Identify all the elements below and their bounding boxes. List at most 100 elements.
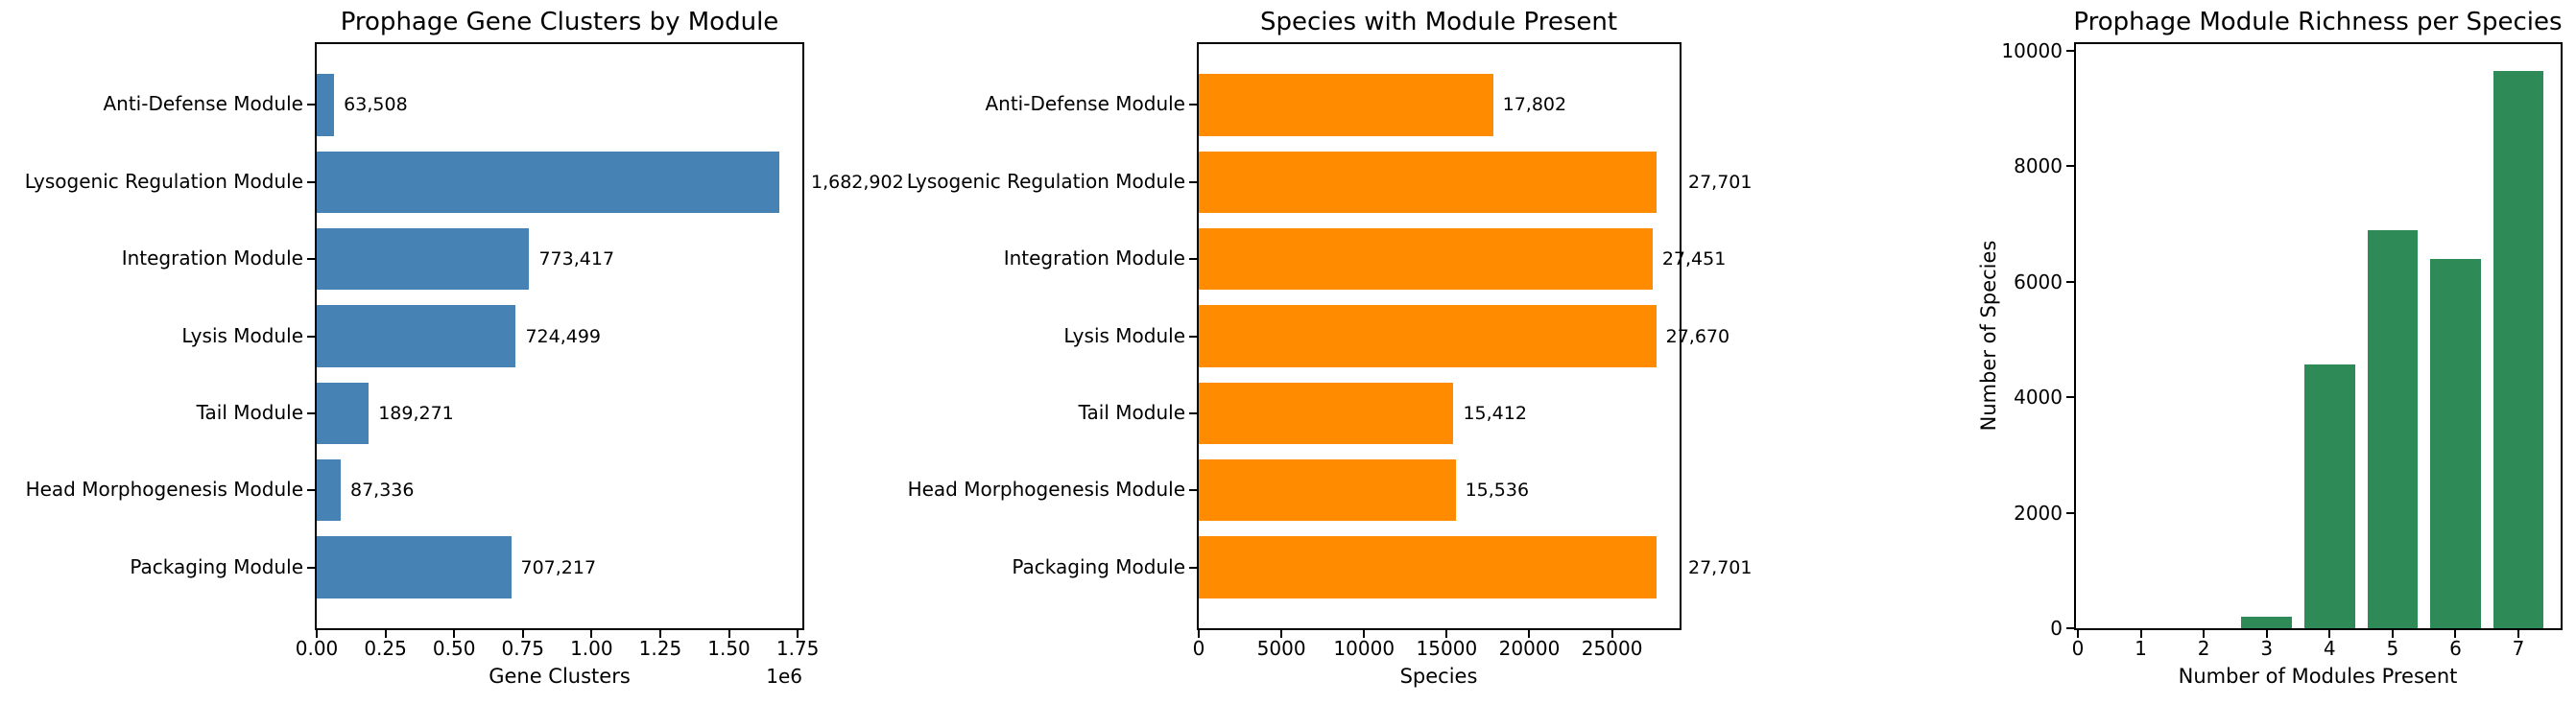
category-label: Lysogenic Regulation Module xyxy=(906,169,1185,193)
x-tick-mark xyxy=(658,630,661,638)
x-tick-mark xyxy=(1610,630,1613,638)
bar-value-label: 63,508 xyxy=(344,94,408,116)
bar-value-label: 27,451 xyxy=(1661,248,1727,270)
x-tick-label: 0 xyxy=(2071,637,2085,660)
bar-value-label: 707,217 xyxy=(520,556,597,578)
category-label: Lysogenic Regulation Module xyxy=(24,169,303,193)
category-label: Head Morphogenesis Module xyxy=(907,478,1185,502)
bar xyxy=(317,151,779,213)
x-tick-label: 1.00 xyxy=(570,637,613,660)
x-tick-label: 0.75 xyxy=(501,637,545,660)
bar xyxy=(2304,364,2355,628)
x-tick-mark xyxy=(521,630,524,638)
x-tick-mark xyxy=(2454,630,2457,638)
x-tick-label: 1.25 xyxy=(638,637,682,660)
bar-value-label: 15,536 xyxy=(1465,480,1530,502)
x-tick-label: 0 xyxy=(1192,637,1205,660)
y-tick-mark xyxy=(2066,396,2074,399)
bar xyxy=(317,74,335,136)
y-tick-label: 8000 xyxy=(2014,154,2063,178)
y-tick-mark xyxy=(2066,627,2074,629)
x-tick-mark xyxy=(1363,630,1366,638)
y-tick-mark xyxy=(307,411,315,414)
bar xyxy=(1199,459,1456,522)
category-label: Packaging Module xyxy=(130,554,303,578)
y-tick-mark xyxy=(2066,165,2074,168)
bar xyxy=(2241,616,2292,628)
gene-clusters-xlabel: Gene Clusters xyxy=(489,665,631,688)
y-tick-mark xyxy=(307,104,315,106)
y-tick-mark xyxy=(307,489,315,492)
bar xyxy=(2430,259,2481,628)
species-xlabel: Species xyxy=(1399,665,1478,688)
y-tick-label: 4000 xyxy=(2014,386,2063,410)
x-tick-label: 15000 xyxy=(1416,637,1478,660)
x-tick-label: 7 xyxy=(2512,637,2525,660)
x-tick-label: 1.50 xyxy=(707,637,751,660)
y-tick-mark xyxy=(307,258,315,261)
x-tick-mark xyxy=(2517,630,2520,638)
y-tick-mark xyxy=(307,566,315,569)
category-label: Lysis Module xyxy=(1063,323,1185,347)
x-tick-label: 20000 xyxy=(1498,637,1561,660)
x-tick-label: 2 xyxy=(2197,637,2210,660)
x-tick-mark xyxy=(2391,630,2394,638)
species-title: Species with Module Present xyxy=(1259,8,1618,36)
y-tick-label: 10000 xyxy=(2001,38,2063,62)
richness-plot-area xyxy=(2074,42,2563,630)
bar-value-label: 27,670 xyxy=(1665,325,1730,347)
x-tick-label: 5 xyxy=(2386,637,2399,660)
bar xyxy=(2367,229,2419,628)
bar xyxy=(1199,305,1657,367)
y-tick-mark xyxy=(307,180,315,183)
y-tick-label: 2000 xyxy=(2014,501,2063,525)
bar xyxy=(317,305,516,367)
y-tick-mark xyxy=(2066,280,2074,283)
x-tick-mark xyxy=(2076,630,2079,638)
category-label: Lysis Module xyxy=(181,323,303,347)
x-tick-mark xyxy=(590,630,593,638)
y-tick-mark xyxy=(1189,489,1197,492)
bar xyxy=(317,228,530,291)
y-tick-mark xyxy=(1189,335,1197,338)
y-tick-label: 6000 xyxy=(2014,270,2063,293)
bar-value-label: 27,701 xyxy=(1688,171,1753,193)
bar xyxy=(1199,382,1454,444)
y-tick-label: 0 xyxy=(2050,617,2063,640)
y-tick-mark xyxy=(1189,180,1197,183)
richness-xlabel: Number of Modules Present xyxy=(2178,665,2458,688)
x-tick-mark xyxy=(1280,630,1283,638)
x-tick-label: 1.75 xyxy=(775,637,820,660)
x-tick-mark xyxy=(2328,630,2331,638)
x-tick-label: 0.25 xyxy=(364,637,407,660)
x-tick-mark xyxy=(453,630,456,638)
category-label: Integration Module xyxy=(121,246,303,270)
y-tick-mark xyxy=(1189,104,1197,106)
category-label: Integration Module xyxy=(1003,246,1185,270)
bar-value-label: 773,417 xyxy=(538,248,615,270)
x-tick-mark xyxy=(727,630,730,638)
category-label: Head Morphogenesis Module xyxy=(25,478,303,502)
bar-value-label: 27,701 xyxy=(1688,556,1753,578)
bar-value-label: 17,802 xyxy=(1502,94,1567,116)
bar-value-label: 189,271 xyxy=(378,402,454,424)
x-tick-label: 3 xyxy=(2260,637,2274,660)
bar xyxy=(1199,228,1653,291)
bar xyxy=(317,382,370,444)
x-tick-label: 5000 xyxy=(1256,637,1306,660)
category-label: Packaging Module xyxy=(1012,554,1185,578)
bar xyxy=(1199,151,1658,213)
x-tick-label: 10000 xyxy=(1333,637,1395,660)
x-tick-label: 0.50 xyxy=(432,637,476,660)
x-tick-mark xyxy=(384,630,387,638)
y-tick-mark xyxy=(2066,49,2074,52)
x-tick-label: 4 xyxy=(2323,637,2336,660)
x-tick-label: 6 xyxy=(2449,637,2462,660)
y-tick-mark xyxy=(307,335,315,338)
bar-value-label: 87,336 xyxy=(350,480,415,502)
x-tick-mark xyxy=(1198,630,1200,638)
bar-value-label: 1,682,902 xyxy=(811,171,904,193)
x-tick-label: 25000 xyxy=(1581,637,1643,660)
x-tick-mark xyxy=(2203,630,2206,638)
